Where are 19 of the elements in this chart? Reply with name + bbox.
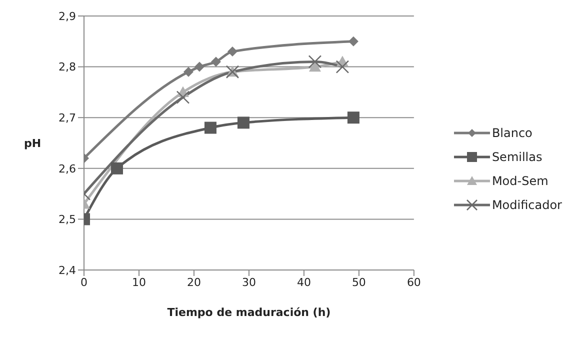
x-tick-label: 60 — [406, 276, 421, 289]
y-tick-label: 2,8 — [58, 60, 76, 74]
y-tick-label: 2,7 — [58, 112, 76, 125]
y-tick-label: 2,4 — [58, 264, 76, 277]
y-axis-title: pH — [24, 136, 42, 150]
x-tick-label: 0 — [80, 276, 88, 289]
y-tick-label: 2,6 — [58, 162, 76, 176]
x-tick-label: 10 — [132, 276, 146, 289]
x-tick-label: 40 — [296, 276, 311, 289]
x-tick-label: 50 — [352, 276, 366, 289]
x-tick-label: 30 — [242, 276, 256, 289]
legend-label: Mod-Sem — [492, 174, 548, 188]
y-tick-label: 2,9 — [58, 10, 76, 23]
legend-label: Semillas — [492, 150, 542, 164]
y-tick-label: 2,5 — [58, 213, 76, 226]
legend-label: Blanco — [492, 126, 532, 140]
x-axis-title: Tiempo de maduración (h) — [167, 306, 331, 319]
x-tick-label: 20 — [186, 276, 201, 289]
legend-label: Modificador — [492, 198, 562, 212]
